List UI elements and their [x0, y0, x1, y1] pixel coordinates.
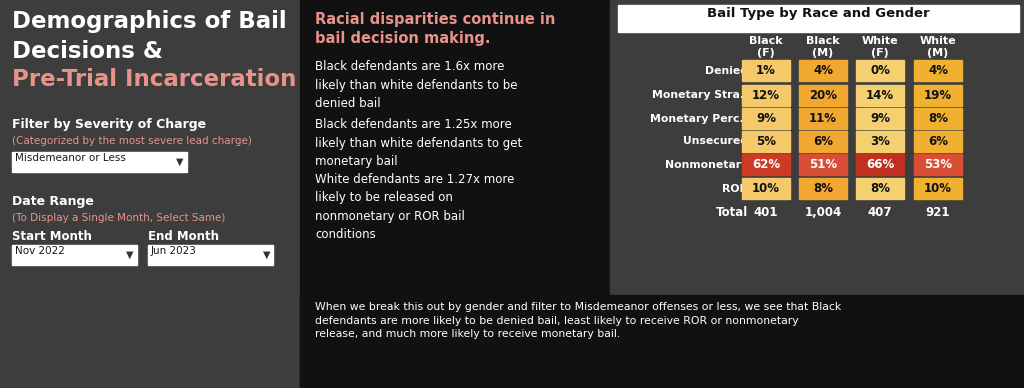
Bar: [914, 154, 962, 175]
Bar: [856, 178, 904, 199]
Text: 1,004: 1,004: [805, 206, 842, 220]
Text: Black defendants are 1.25x more
likely than white defendants to get
monetary bai: Black defendants are 1.25x more likely t…: [315, 118, 522, 168]
Text: ▼: ▼: [126, 250, 133, 260]
Text: 8%: 8%: [813, 182, 833, 195]
Bar: [799, 154, 847, 175]
Bar: [856, 154, 904, 175]
Text: Jun 2023: Jun 2023: [151, 246, 197, 256]
Text: 10%: 10%: [752, 182, 780, 195]
Text: 10%: 10%: [924, 182, 952, 195]
Bar: [856, 108, 904, 129]
Text: Monetary Perc..: Monetary Perc..: [650, 114, 748, 123]
Text: 12%: 12%: [752, 89, 780, 102]
Text: 921: 921: [926, 206, 950, 220]
Text: 401: 401: [754, 206, 778, 220]
Text: Start Month: Start Month: [12, 230, 92, 243]
Text: 11%: 11%: [809, 112, 837, 125]
Text: Black
(F): Black (F): [750, 36, 782, 59]
Text: 1%: 1%: [756, 64, 776, 77]
Bar: [914, 85, 962, 106]
Text: 407: 407: [867, 206, 892, 220]
Text: Unsecured: Unsecured: [683, 137, 748, 147]
Text: Nov 2022: Nov 2022: [15, 246, 65, 256]
Text: White
(F): White (F): [861, 36, 898, 59]
Bar: [914, 60, 962, 81]
Bar: [856, 131, 904, 152]
Text: 4%: 4%: [928, 64, 948, 77]
Bar: [856, 85, 904, 106]
Text: 6%: 6%: [928, 135, 948, 148]
Text: 20%: 20%: [809, 89, 837, 102]
Text: 5%: 5%: [756, 135, 776, 148]
Text: Date Range: Date Range: [12, 195, 94, 208]
Bar: [742, 178, 790, 199]
Bar: [610, 0, 1024, 388]
Bar: [914, 108, 962, 129]
Text: ▼: ▼: [262, 250, 270, 260]
Text: Black
(M): Black (M): [806, 36, 840, 59]
Text: 66%: 66%: [866, 158, 894, 171]
Text: 4%: 4%: [813, 64, 833, 77]
Text: 53%: 53%: [924, 158, 952, 171]
Text: 0%: 0%: [870, 64, 890, 77]
Text: Denied: Denied: [705, 66, 748, 76]
Text: 8%: 8%: [870, 182, 890, 195]
Text: White defendants are 1.27x more
likely to be released on
nonmonetary or ROR bail: White defendants are 1.27x more likely t…: [315, 173, 514, 241]
Bar: [300, 0, 610, 388]
Text: Decisions &: Decisions &: [12, 40, 163, 63]
Text: Bail Type by Race and Gender: Bail Type by Race and Gender: [708, 7, 930, 20]
Bar: [742, 154, 790, 175]
Bar: [856, 60, 904, 81]
Bar: [618, 5, 1019, 32]
Bar: [742, 131, 790, 152]
Text: When we break this out by gender and filter to Misdemeanor offenses or less, we : When we break this out by gender and fil…: [315, 302, 842, 339]
Text: Demographics of Bail: Demographics of Bail: [12, 10, 287, 33]
Bar: [12, 152, 187, 172]
Text: 19%: 19%: [924, 89, 952, 102]
Text: Nonmonetary: Nonmonetary: [665, 159, 748, 170]
Bar: [799, 131, 847, 152]
Text: 9%: 9%: [870, 112, 890, 125]
Text: Misdemeanor or Less: Misdemeanor or Less: [15, 153, 126, 163]
Bar: [0, 0, 300, 388]
Bar: [914, 178, 962, 199]
Bar: [799, 85, 847, 106]
Text: 9%: 9%: [756, 112, 776, 125]
Text: Racial disparities continue in
bail decision making.: Racial disparities continue in bail deci…: [315, 12, 555, 46]
Text: Black defendants are 1.6x more
likely than white defendants to be
denied bail: Black defendants are 1.6x more likely th…: [315, 60, 517, 110]
Text: 3%: 3%: [870, 135, 890, 148]
Bar: [12, 245, 137, 265]
Text: 51%: 51%: [809, 158, 837, 171]
Text: (Categorized by the most severe lead charge): (Categorized by the most severe lead cha…: [12, 136, 252, 146]
Text: End Month: End Month: [148, 230, 219, 243]
Text: 14%: 14%: [866, 89, 894, 102]
Text: 62%: 62%: [752, 158, 780, 171]
Text: ROR: ROR: [722, 184, 748, 194]
Text: Filter by Severity of Charge: Filter by Severity of Charge: [12, 118, 206, 131]
Bar: [914, 131, 962, 152]
Text: Pre-Trial Incarceration: Pre-Trial Incarceration: [12, 68, 296, 91]
Bar: [742, 60, 790, 81]
Text: White
(M): White (M): [920, 36, 956, 59]
Bar: [148, 245, 273, 265]
Text: (To Display a Single Month, Select Same): (To Display a Single Month, Select Same): [12, 213, 225, 223]
Bar: [300, 295, 1024, 388]
Text: Total: Total: [716, 206, 748, 220]
Bar: [742, 108, 790, 129]
Text: 6%: 6%: [813, 135, 833, 148]
Text: ▼: ▼: [175, 157, 183, 167]
Bar: [742, 85, 790, 106]
Bar: [799, 108, 847, 129]
Bar: [799, 60, 847, 81]
Text: 8%: 8%: [928, 112, 948, 125]
Text: Monetary Stra..: Monetary Stra..: [651, 90, 748, 100]
Bar: [799, 178, 847, 199]
